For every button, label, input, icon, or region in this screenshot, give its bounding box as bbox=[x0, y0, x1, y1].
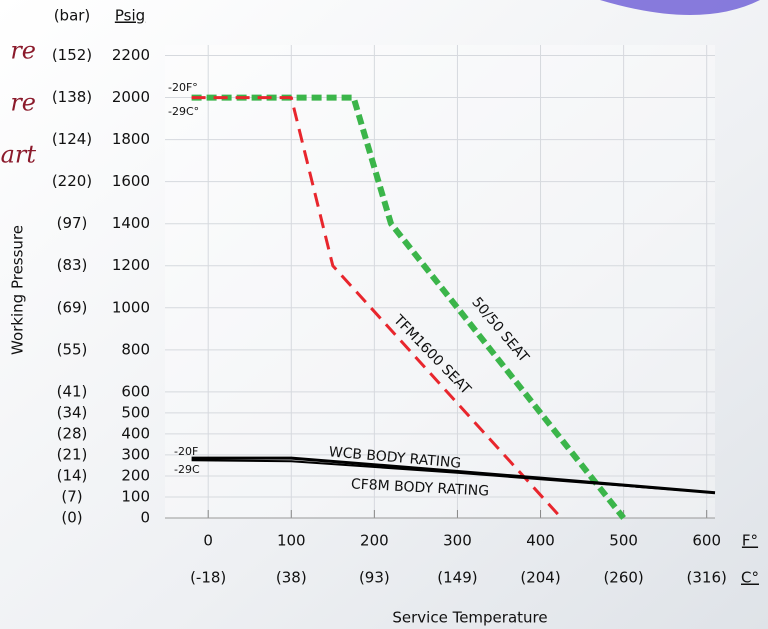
y-tick-label: 1400 bbox=[112, 214, 150, 232]
y-tick-label-bar: (14) bbox=[57, 466, 88, 484]
y-tick-label: 0 bbox=[140, 509, 150, 527]
y-tick-label: 600 bbox=[121, 382, 150, 400]
y-tick-label-bar: (152) bbox=[52, 46, 92, 64]
side-text: art bbox=[1, 141, 37, 169]
y-tick-label-bar: (21) bbox=[57, 445, 88, 463]
side-text: re bbox=[10, 37, 36, 65]
y-tick-label: 200 bbox=[121, 466, 150, 484]
y-header-psig: Psig bbox=[115, 7, 145, 25]
y-header-bar: (bar) bbox=[54, 7, 91, 25]
x-tick-label-c: (316) bbox=[687, 569, 727, 587]
x-tick-label: 0 bbox=[203, 532, 213, 550]
y-tick-label-bar: (28) bbox=[57, 424, 88, 442]
y-tick-label: 2200 bbox=[112, 46, 150, 64]
x-tick-label: 100 bbox=[277, 532, 306, 550]
y-tick-label-bar: (138) bbox=[52, 88, 92, 106]
y-tick-label: 1800 bbox=[112, 130, 150, 148]
y-tick-label: 500 bbox=[121, 403, 150, 421]
x-tick-label-c: (93) bbox=[359, 569, 390, 587]
y-axis-label: Working Pressure bbox=[9, 225, 27, 355]
x-axis-label: Service Temperature bbox=[392, 609, 547, 627]
x-tick-label-c: (38) bbox=[276, 569, 307, 587]
x-tick-label: 400 bbox=[526, 532, 555, 550]
y-tick-label: 400 bbox=[121, 424, 150, 442]
y-tick-label: 1200 bbox=[112, 256, 150, 274]
y-tick-label-bar: (34) bbox=[57, 403, 88, 421]
x-tick-label: 300 bbox=[443, 532, 472, 550]
y-tick-label-bar: (69) bbox=[57, 298, 88, 316]
y-tick-label-bar: (55) bbox=[57, 340, 88, 358]
series-line bbox=[191, 96, 563, 520]
annotation: -29C° bbox=[168, 105, 199, 118]
y-tick-label-bar: (7) bbox=[61, 487, 82, 505]
x-tick-label: 200 bbox=[360, 532, 389, 550]
y-tick-label-bar: (41) bbox=[57, 382, 88, 400]
x-tick-label-c: (149) bbox=[437, 569, 477, 587]
x-tick-label: 600 bbox=[692, 532, 721, 550]
y-tick-label: 100 bbox=[121, 487, 150, 505]
x-unit-f: F° bbox=[742, 532, 758, 550]
series-line bbox=[191, 459, 716, 494]
x-tick-label-c: (260) bbox=[603, 569, 643, 587]
annotation: -20F bbox=[174, 445, 198, 458]
annotation: -20F° bbox=[168, 81, 198, 94]
y-tick-label: 2000 bbox=[112, 88, 150, 106]
x-tick-label: 500 bbox=[609, 532, 638, 550]
y-tick-label-bar: (83) bbox=[57, 256, 88, 274]
lines bbox=[191, 94, 716, 520]
y-tick-label: 800 bbox=[121, 340, 150, 358]
y-tick-label: 1600 bbox=[112, 172, 150, 190]
x-unit-c: C° bbox=[741, 569, 759, 587]
y-tick-label-bar: (124) bbox=[52, 130, 92, 148]
y-tick-label-bar: (0) bbox=[61, 509, 82, 527]
x-tick-label-c: (-18) bbox=[190, 569, 226, 587]
decoration bbox=[600, 0, 760, 15]
side-text: re bbox=[10, 89, 36, 117]
y-tick-label: 1000 bbox=[112, 298, 150, 316]
x-tick-label-c: (204) bbox=[520, 569, 560, 587]
y-tick-label-bar: (220) bbox=[52, 172, 92, 190]
annotation: -29C bbox=[174, 463, 200, 476]
series-label: CF8M BODY RATING bbox=[351, 476, 490, 499]
y-tick-label-bar: (97) bbox=[57, 214, 88, 232]
series-line bbox=[191, 94, 626, 520]
y-tick-label: 300 bbox=[121, 445, 150, 463]
